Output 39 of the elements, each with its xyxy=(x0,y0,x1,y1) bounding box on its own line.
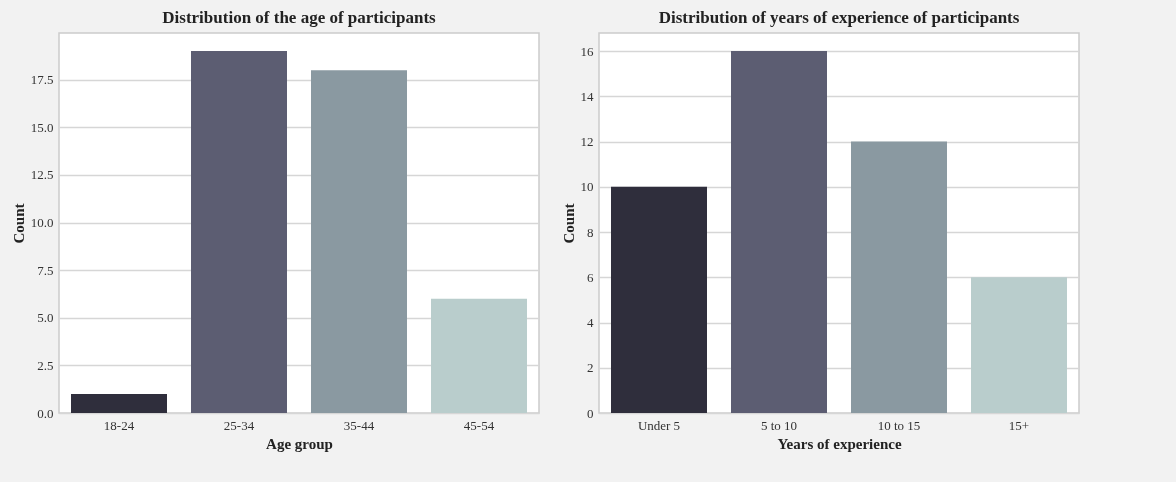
y-tick-label: 12 xyxy=(580,134,594,150)
x-tick-label: 45-54 xyxy=(463,417,495,433)
y-tick-label: 0.0 xyxy=(37,405,54,421)
y-tick-label: 12.5 xyxy=(30,167,54,183)
y-tick-label: 8 xyxy=(587,224,594,240)
y-tick-label: 5.0 xyxy=(37,310,54,326)
y-tick-label: 10.0 xyxy=(30,215,54,231)
bar xyxy=(731,51,827,413)
bar xyxy=(431,298,527,413)
bar xyxy=(71,393,167,413)
bar xyxy=(311,70,407,413)
x-tick-label: 10 to 15 xyxy=(877,417,921,433)
x-axis-title: Years of experience xyxy=(777,435,902,452)
x-tick-label: 35-44 xyxy=(343,417,375,433)
y-axis-title: Count xyxy=(10,203,27,244)
bar xyxy=(191,51,287,413)
chart-title: Distribution of the age of participants xyxy=(162,8,437,27)
bar xyxy=(971,277,1067,413)
x-tick-label: 15+ xyxy=(1008,417,1030,433)
y-axis-title: Count xyxy=(560,203,577,244)
y-tick-label: 4 xyxy=(587,315,594,331)
bar xyxy=(611,186,707,413)
y-tick-label: 0 xyxy=(587,405,594,421)
x-tick-label: 25-34 xyxy=(223,417,255,433)
y-tick-label: 2 xyxy=(587,360,594,376)
bar xyxy=(851,141,947,413)
chart-title: Distribution of years of experience of participants xyxy=(658,8,1020,27)
y-tick-label: 17.5 xyxy=(30,72,54,88)
x-tick-label: 5 to 10 xyxy=(760,417,798,433)
x-tick-label: 18-24 xyxy=(103,417,135,433)
x-axis-title: Age group xyxy=(266,435,333,452)
y-tick-label: 14 xyxy=(580,88,594,104)
y-tick-label: 10 xyxy=(580,179,594,195)
y-tick-label: 6 xyxy=(587,269,594,285)
y-tick-label: 15.0 xyxy=(30,119,54,135)
y-tick-label: 16 xyxy=(580,43,594,59)
y-tick-label: 7.5 xyxy=(37,262,54,278)
x-tick-label: Under 5 xyxy=(637,417,681,433)
y-tick-label: 2.5 xyxy=(37,357,54,373)
